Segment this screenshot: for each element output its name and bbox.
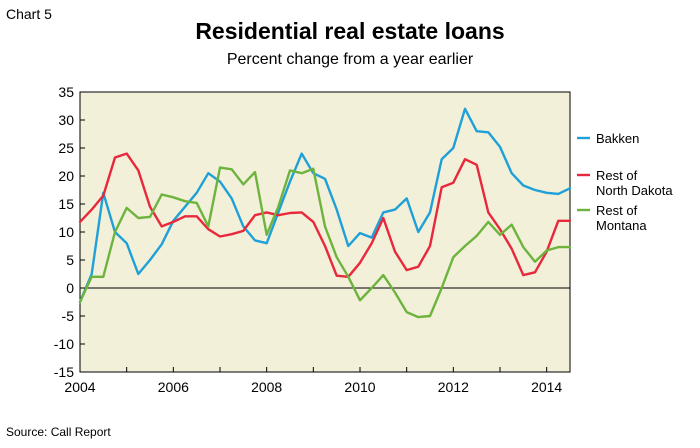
y-tick-label: -15 — [54, 364, 74, 380]
series-line-rest-of-north-dakota — [78, 152, 572, 278]
y-tick-label: 15 — [58, 196, 74, 212]
x-tick-label: 2010 — [344, 379, 375, 395]
plot-area — [79, 91, 571, 373]
y-tick-label: 25 — [58, 140, 74, 156]
x-tick-label: 2006 — [158, 379, 189, 395]
x-tick-label: 2014 — [531, 379, 562, 395]
chart-number: Chart 5 — [6, 6, 52, 22]
legend-label: Rest of North Dakota — [596, 168, 673, 198]
y-tick-label: 0 — [66, 280, 74, 296]
y-tick-label: -10 — [54, 336, 74, 352]
chart-subtitle: Percent change from a year earlier — [226, 51, 474, 68]
x-tick-label: 2008 — [251, 379, 282, 395]
y-tick-label: 10 — [58, 224, 74, 240]
y-axis: 35 30 25 20 15 10 5 0 -5 -10 -15 — [54, 84, 85, 380]
legend: Bakken Rest of North Dakota Rest of Montana — [577, 131, 673, 233]
legend-label: Bakken — [596, 131, 639, 146]
x-axis: 2004 2006 2008 2010 2012 2014 — [64, 367, 562, 395]
legend-label: Rest of Montana — [596, 203, 647, 233]
chart-title: Residential real estate loans — [195, 18, 505, 44]
series-line-rest-of-montana — [78, 166, 572, 319]
source-note: Source: Call Report — [6, 425, 111, 439]
series-line-bakken — [78, 107, 572, 304]
x-tick-label: 2004 — [64, 379, 95, 395]
y-tick-label: 35 — [58, 84, 74, 100]
y-tick-label: 5 — [66, 252, 74, 268]
y-tick-label: 30 — [58, 112, 74, 128]
x-tick-label: 2012 — [438, 379, 469, 395]
y-tick-label: 20 — [58, 168, 74, 184]
y-tick-label: -5 — [62, 308, 75, 324]
series-layer — [78, 107, 572, 319]
